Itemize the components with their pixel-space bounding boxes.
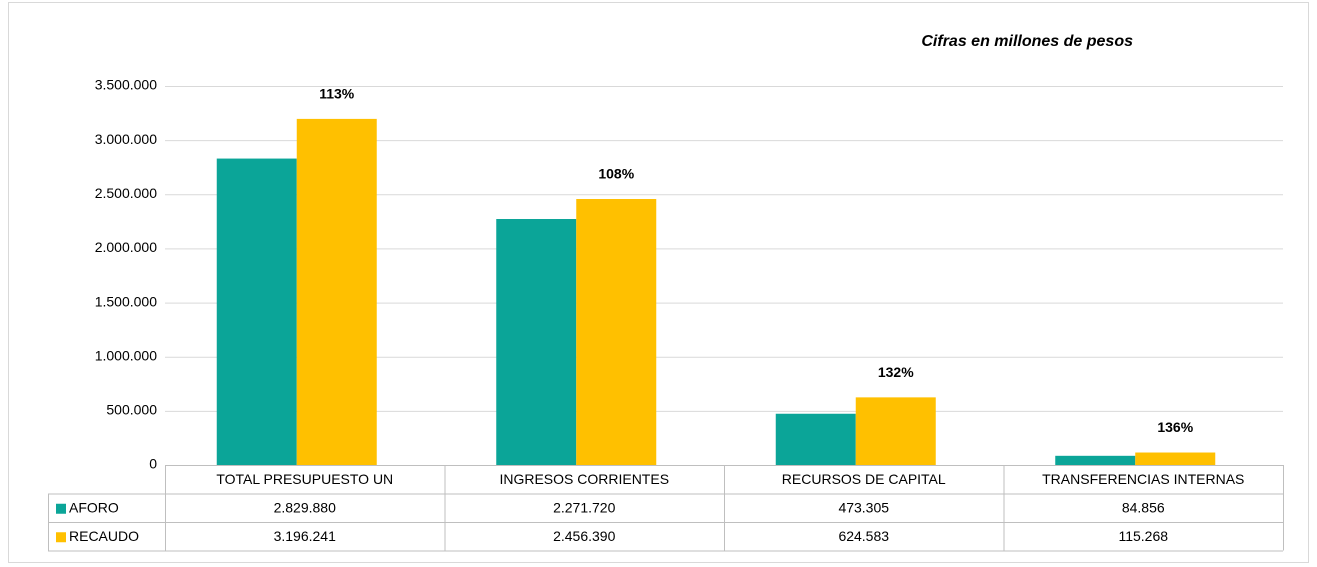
bar <box>296 118 377 465</box>
legend-swatch <box>56 532 66 543</box>
bar <box>775 413 856 465</box>
chart-subtitle: Cifras en millones de pesos <box>921 33 1133 50</box>
y-tick-label: 2.000.000 <box>95 239 157 255</box>
bar <box>496 219 577 465</box>
y-tick-label: 500.000 <box>106 402 157 418</box>
y-tick-label: 2.500.000 <box>95 185 157 201</box>
legend-swatch <box>56 503 66 514</box>
y-tick-label: 1.000.000 <box>95 347 157 363</box>
y-tick-label: 1.500.000 <box>95 293 157 309</box>
y-tick-label: 0 <box>149 456 157 472</box>
table-value: 2.271.720 <box>553 499 615 515</box>
bar <box>855 397 936 465</box>
table-value: 2.456.390 <box>553 528 615 544</box>
y-tick-label: 3.000.000 <box>95 131 157 147</box>
table-value: 115.268 <box>1118 528 1168 544</box>
annotation: 108% <box>598 166 634 182</box>
table-value: 84.856 <box>1122 499 1165 515</box>
x-tick-label: TOTAL PRESUPUESTO UN <box>216 471 393 487</box>
annotation: 113% <box>319 86 355 102</box>
x-tick-label: RECURSOS DE CAPITAL <box>782 471 946 487</box>
annotation: 132% <box>878 364 914 380</box>
bar <box>1135 452 1216 465</box>
table-value: 3.196.241 <box>274 528 336 544</box>
annotation: 136% <box>1157 419 1193 435</box>
table-value: 473.305 <box>838 499 889 515</box>
x-tick-label: TRANSFERENCIAS INTERNAS <box>1042 471 1244 487</box>
y-tick-label: 3.500.000 <box>95 77 157 93</box>
legend-label: RECAUDO <box>69 528 139 544</box>
bar <box>1055 455 1136 465</box>
table-value: 624.583 <box>838 528 889 544</box>
x-tick-label: INGRESOS CORRIENTES <box>499 471 669 487</box>
table-value: 2.829.880 <box>274 499 336 515</box>
bar <box>216 158 297 465</box>
bar <box>576 199 657 465</box>
legend-label: AFORO <box>69 499 119 515</box>
